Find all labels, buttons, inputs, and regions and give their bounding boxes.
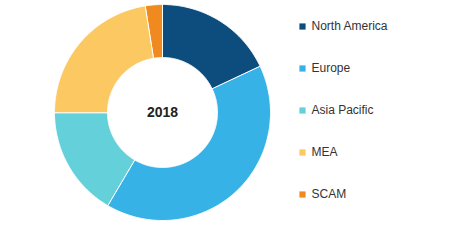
svg-text:Europe: Europe: [312, 61, 351, 75]
svg-text:Asia Pacific: Asia Pacific: [312, 103, 374, 117]
svg-text:North America: North America: [312, 19, 388, 33]
svg-text:MEA: MEA: [312, 145, 338, 159]
svg-text:SCAM: SCAM: [312, 187, 347, 201]
svg-text:2018: 2018: [147, 104, 178, 120]
